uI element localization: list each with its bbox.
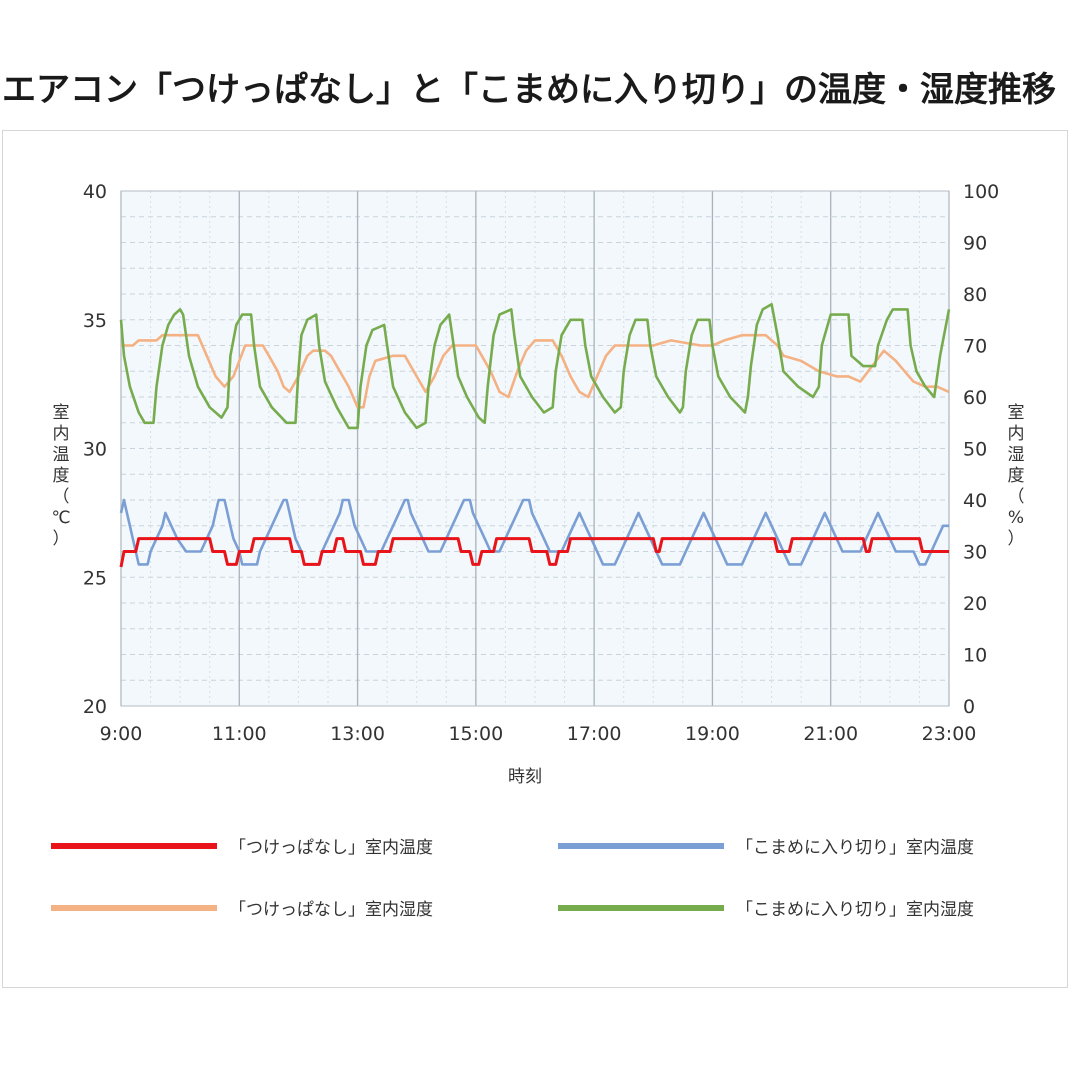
x-tick-label: 13:00 — [330, 723, 385, 745]
x-tick-label: 21:00 — [803, 723, 858, 745]
y-right-tick-label: 80 — [963, 284, 987, 306]
series-line-2 — [119, 498, 949, 566]
chart-svg: 20 25 30 35 40 0 10 20 30 40 50 60 70 80 90 100 9:00 11:0… — [51, 181, 1025, 920]
x-tick-label: 19:00 — [685, 723, 740, 745]
x-axis-label: 時刻 — [508, 767, 542, 787]
y-right-tick-label: 50 — [963, 439, 987, 461]
y-left-tick-label: 20 — [83, 696, 107, 718]
x-tick-label: 17:00 — [567, 723, 622, 745]
x-tick-label: 11:00 — [212, 723, 267, 745]
y-left-tick-label: 35 — [83, 310, 107, 332]
legend-label: 「つけっぱなし」室内温度 — [229, 838, 433, 858]
y-right-tick-label: 20 — [963, 593, 987, 615]
x-tick-label: 23:00 — [922, 723, 977, 745]
plot-border — [120, 190, 950, 707]
x-tick-label: 15:00 — [448, 723, 503, 745]
y-right-tick-label: 0 — [963, 696, 975, 718]
legend-label: 「つけっぱなし」室内湿度 — [229, 900, 433, 920]
y-right-axis-label: 室内湿度（%） — [1008, 403, 1025, 549]
legend-label: 「こまめに入り切り」室内湿度 — [736, 900, 974, 920]
series-line-1 — [119, 537, 949, 568]
y-left-tick-label: 40 — [83, 181, 107, 203]
y-right-tick-label: 10 — [963, 645, 987, 667]
y-right-tick-label: 100 — [963, 181, 999, 203]
y-left-axis-label: 室内温度（℃） — [51, 403, 70, 549]
series-line-4 — [119, 303, 951, 430]
y-right-tick-label: 60 — [963, 387, 987, 409]
y-left-tick-label: 30 — [83, 439, 107, 461]
y-right-tick-label: 70 — [963, 336, 987, 358]
legend-label: 「こまめに入り切り」室内温度 — [736, 838, 974, 858]
series-line-3 — [121, 333, 950, 409]
chart-frame: 20 25 30 35 40 0 10 20 30 40 50 60 70 80 90 100 9:00 11:0… — [2, 130, 1068, 988]
y-right-tick-label: 40 — [963, 490, 987, 512]
y-right-tick-label: 30 — [963, 542, 987, 564]
x-tick-label: 9:00 — [100, 723, 143, 745]
chart-title: エアコン「つけっぱなし」と「こまめに入り切り」の温度・湿度推移 — [2, 70, 1056, 110]
y-right-tick-label: 90 — [963, 233, 987, 255]
y-left-tick-label: 25 — [83, 567, 107, 589]
